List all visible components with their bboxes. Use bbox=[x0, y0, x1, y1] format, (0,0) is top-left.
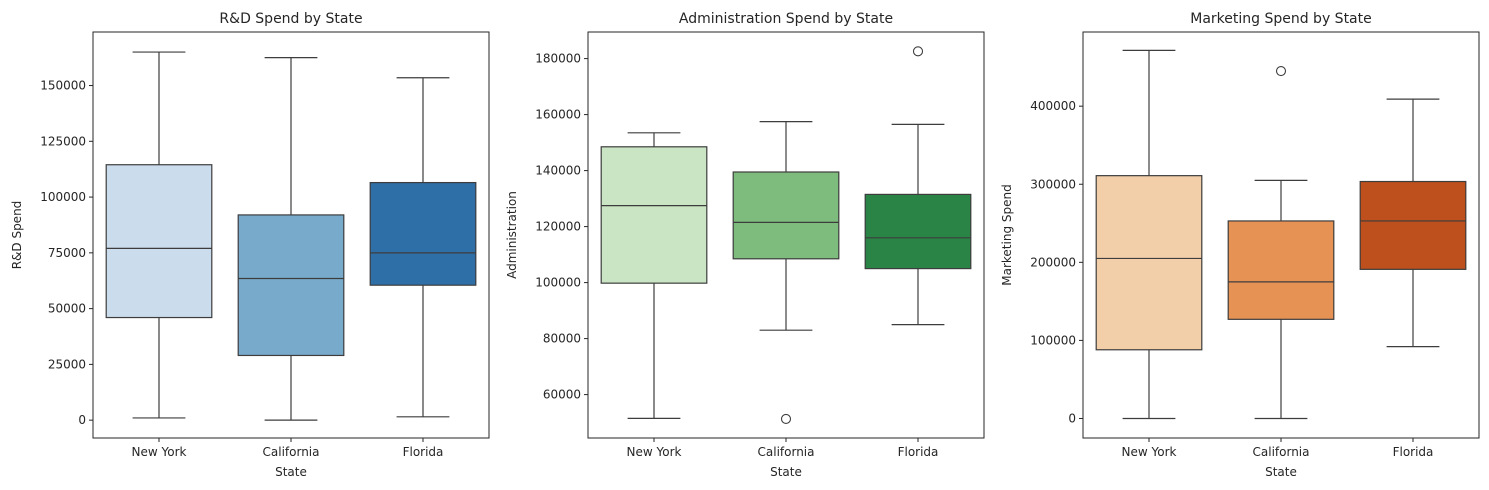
y-tick-label: 80000 bbox=[543, 332, 581, 346]
y-tick-label: 0 bbox=[1068, 411, 1076, 425]
iqr-box bbox=[1359, 180, 1467, 270]
x-tick-label: Florida bbox=[403, 445, 444, 459]
outlier-point bbox=[780, 413, 792, 425]
chart-panel-2: 60000 80000 100000 120000 140000 160000 180000… bbox=[505, 11, 985, 479]
x-tick-label: New York bbox=[132, 445, 187, 459]
y-tick-label: 75000 bbox=[48, 246, 86, 260]
iqr-box bbox=[1227, 220, 1335, 320]
plot-frame bbox=[1082, 31, 1480, 439]
iqr-box bbox=[864, 193, 972, 270]
x-tick-label: California bbox=[263, 445, 320, 459]
x-tick-label: Florida bbox=[1393, 445, 1434, 459]
iqr-box bbox=[732, 171, 840, 260]
y-tick-label: 150000 bbox=[40, 79, 86, 93]
y-tick-label: 200000 bbox=[1030, 255, 1076, 269]
y-tick-label: 0 bbox=[78, 413, 86, 427]
box-california bbox=[237, 57, 345, 421]
y-axis-label: R&D Spend bbox=[10, 201, 24, 270]
x-tick-label: New York bbox=[1122, 445, 1177, 459]
plot-frame bbox=[92, 31, 490, 439]
iqr-box bbox=[237, 214, 345, 357]
outlier-point bbox=[912, 46, 924, 57]
plot-frame bbox=[587, 31, 985, 439]
chart-panel-1: 0 25000 50000 75000 100000 125000 150000 New Yo… bbox=[10, 11, 490, 479]
y-axis-label: Marketing Spend bbox=[1000, 184, 1014, 285]
chart-title: Marketing Spend by State bbox=[1190, 11, 1372, 27]
y-tick-label: 300000 bbox=[1030, 177, 1076, 191]
chart-panel-3: 0 100000 200000 300000 400000 New York Califor… bbox=[1000, 11, 1480, 479]
x-tick-label: Florida bbox=[898, 445, 939, 459]
chart-title: R&D Spend by State bbox=[219, 11, 362, 27]
y-tick-label: 60000 bbox=[543, 388, 581, 402]
box-california bbox=[1227, 65, 1335, 420]
x-axis-label: State bbox=[275, 465, 307, 479]
box-new-york bbox=[600, 132, 708, 419]
y-tick-label: 160000 bbox=[535, 108, 581, 122]
box-florida bbox=[864, 46, 972, 326]
box-new-york bbox=[1095, 49, 1203, 420]
x-axis-label: State bbox=[770, 465, 802, 479]
x-tick-label: California bbox=[758, 445, 815, 459]
y-tick-label: 100000 bbox=[40, 190, 86, 204]
x-axis-label: State bbox=[1265, 465, 1297, 479]
iqr-box bbox=[105, 164, 213, 319]
box-florida bbox=[369, 77, 477, 418]
y-tick-label: 125000 bbox=[40, 134, 86, 148]
y-tick-label: 50000 bbox=[48, 302, 86, 316]
chart-title: Administration Spend by State bbox=[679, 11, 893, 27]
y-tick-label: 100000 bbox=[535, 276, 581, 290]
y-tick-label: 180000 bbox=[535, 52, 581, 66]
box-new-york bbox=[105, 51, 213, 419]
y-tick-label: 100000 bbox=[1030, 333, 1076, 347]
y-tick-label: 120000 bbox=[535, 220, 581, 234]
y-tick-label: 25000 bbox=[48, 357, 86, 371]
y-axis-label: Administration bbox=[505, 191, 519, 279]
iqr-box bbox=[1095, 175, 1203, 351]
x-tick-label: New York bbox=[627, 445, 682, 459]
y-tick-label: 140000 bbox=[535, 164, 581, 178]
box-california bbox=[732, 120, 840, 425]
outlier-point bbox=[1275, 65, 1287, 77]
iqr-box bbox=[369, 181, 477, 286]
x-tick-label: California bbox=[1253, 445, 1310, 459]
y-tick-label: 400000 bbox=[1030, 99, 1076, 113]
box-florida bbox=[1359, 98, 1467, 348]
iqr-box bbox=[600, 146, 708, 284]
